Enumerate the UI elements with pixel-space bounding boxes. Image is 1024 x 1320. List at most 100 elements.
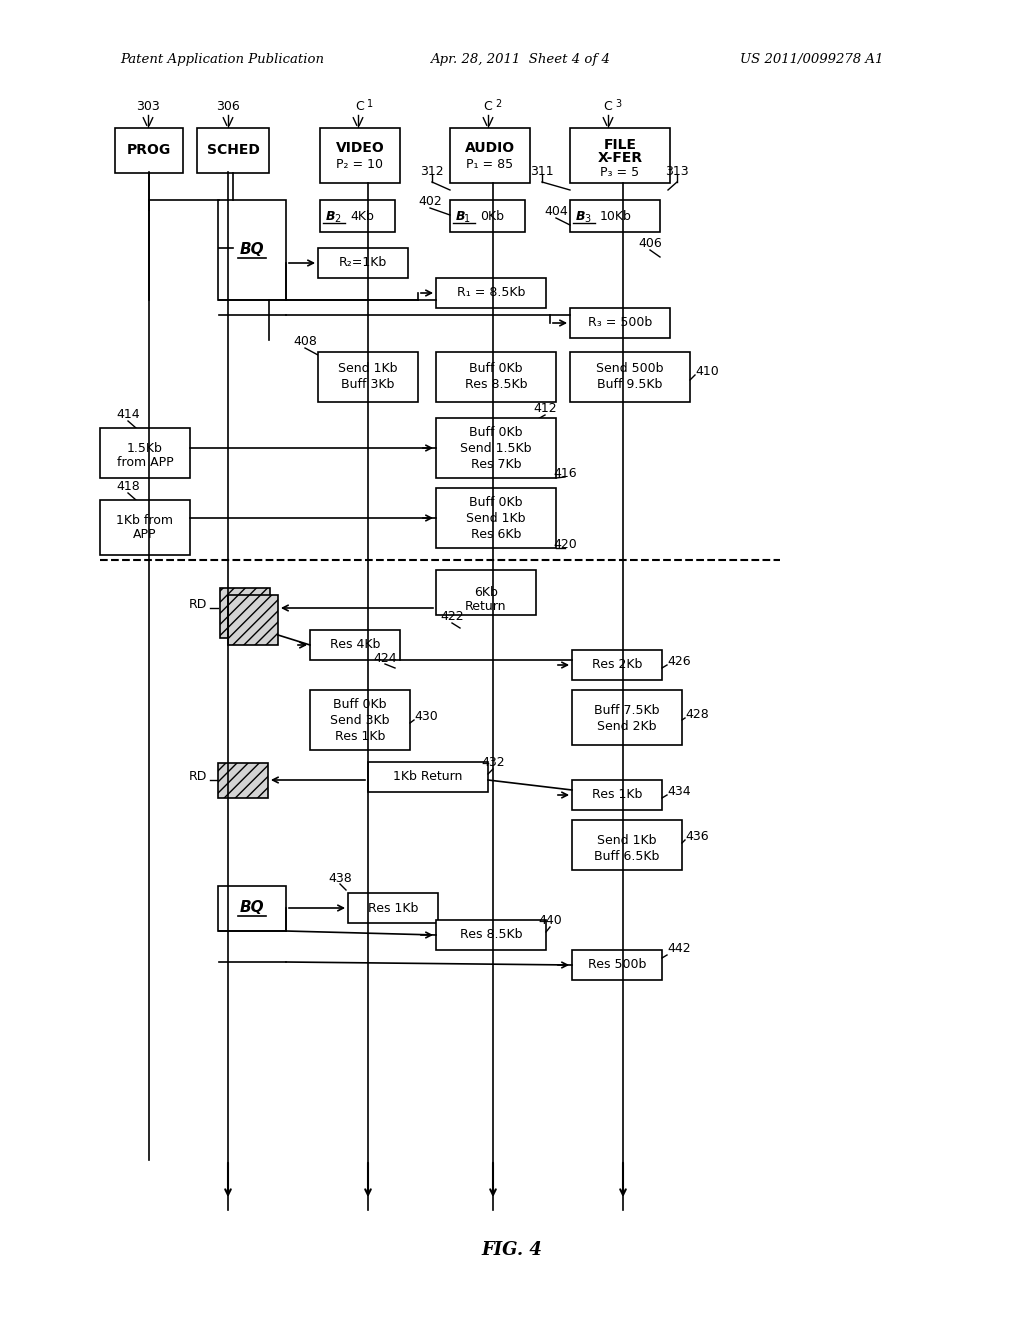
- Text: Res 1Kb: Res 1Kb: [592, 788, 642, 801]
- Text: FIG. 4: FIG. 4: [481, 1241, 543, 1259]
- Text: Res 8.5Kb: Res 8.5Kb: [460, 928, 522, 941]
- Text: 313: 313: [666, 165, 689, 178]
- Text: P₃ = 5: P₃ = 5: [600, 165, 640, 178]
- Text: Buff 0Kb: Buff 0Kb: [469, 495, 522, 508]
- Text: 1: 1: [464, 214, 470, 224]
- Text: 432: 432: [481, 756, 505, 770]
- Text: 434: 434: [667, 785, 690, 799]
- Text: Res 6Kb: Res 6Kb: [471, 528, 521, 540]
- Bar: [572, 690, 682, 744]
- Text: RD: RD: [188, 598, 207, 611]
- Text: C: C: [483, 100, 493, 114]
- Text: 414: 414: [116, 408, 140, 421]
- Text: 303: 303: [136, 100, 160, 114]
- Text: AUDIO: AUDIO: [465, 141, 515, 154]
- Text: R₂=1Kb: R₂=1Kb: [339, 256, 387, 269]
- Text: 3: 3: [584, 214, 590, 224]
- Text: Send 2Kb: Send 2Kb: [597, 719, 656, 733]
- Bar: [197, 128, 269, 173]
- Text: Send 1Kb: Send 1Kb: [466, 511, 525, 524]
- Bar: [348, 894, 438, 923]
- Text: Buff 0Kb: Buff 0Kb: [469, 425, 522, 438]
- Text: Buff 7.5Kb: Buff 7.5Kb: [594, 704, 659, 717]
- Text: APP: APP: [133, 528, 157, 541]
- Text: Return: Return: [465, 601, 507, 614]
- Text: 306: 306: [216, 100, 240, 114]
- Bar: [436, 279, 546, 308]
- Text: 428: 428: [685, 708, 709, 721]
- Text: 420: 420: [553, 539, 577, 550]
- Text: Buff 3Kb: Buff 3Kb: [341, 379, 394, 392]
- Text: 2: 2: [495, 99, 501, 110]
- Text: Buff 6.5Kb: Buff 6.5Kb: [594, 850, 659, 862]
- Text: VIDEO: VIDEO: [336, 141, 384, 154]
- Text: 10Kb: 10Kb: [600, 210, 632, 223]
- Text: Send 500b: Send 500b: [596, 362, 664, 375]
- Text: 6Kb: 6Kb: [474, 586, 498, 599]
- Text: R₁ = 8.5Kb: R₁ = 8.5Kb: [457, 286, 525, 300]
- Text: BQ: BQ: [240, 900, 264, 916]
- Bar: [318, 248, 408, 279]
- Bar: [572, 780, 662, 810]
- Text: 1Kb Return: 1Kb Return: [393, 771, 463, 784]
- Text: 402: 402: [418, 195, 442, 209]
- Text: 440: 440: [539, 913, 562, 927]
- Bar: [310, 630, 400, 660]
- Text: P₂ = 10: P₂ = 10: [337, 157, 384, 170]
- Text: Patent Application Publication: Patent Application Publication: [120, 54, 324, 66]
- Bar: [220, 587, 270, 638]
- Text: 2: 2: [334, 214, 340, 224]
- Bar: [318, 352, 418, 403]
- Text: Res 7Kb: Res 7Kb: [471, 458, 521, 470]
- Bar: [100, 500, 190, 554]
- Text: Buff 9.5Kb: Buff 9.5Kb: [597, 379, 663, 392]
- Text: Send 3Kb: Send 3Kb: [331, 714, 390, 726]
- Text: SCHED: SCHED: [207, 143, 259, 157]
- Bar: [100, 428, 190, 478]
- Text: PROG: PROG: [127, 143, 171, 157]
- Bar: [319, 128, 400, 183]
- Bar: [570, 308, 670, 338]
- Text: R₃ = 500b: R₃ = 500b: [588, 317, 652, 330]
- Text: 408: 408: [293, 335, 317, 348]
- Text: 426: 426: [667, 655, 690, 668]
- Text: Apr. 28, 2011  Sheet 4 of 4: Apr. 28, 2011 Sheet 4 of 4: [430, 54, 610, 66]
- Text: 410: 410: [695, 366, 719, 378]
- Text: 418: 418: [116, 480, 140, 492]
- Text: 1Kb from: 1Kb from: [117, 513, 173, 527]
- Bar: [319, 201, 395, 232]
- Bar: [218, 886, 286, 931]
- Text: B: B: [326, 210, 335, 223]
- Bar: [436, 418, 556, 478]
- Text: 430: 430: [414, 710, 437, 723]
- Text: Res 1Kb: Res 1Kb: [335, 730, 385, 743]
- Text: 442: 442: [667, 942, 690, 954]
- Bar: [436, 920, 546, 950]
- Text: BQ: BQ: [240, 243, 264, 257]
- Bar: [436, 488, 556, 548]
- Text: 438: 438: [328, 873, 352, 884]
- Text: X-FER: X-FER: [597, 150, 643, 165]
- Text: Res 500b: Res 500b: [588, 958, 646, 972]
- Text: Buff 0Kb: Buff 0Kb: [333, 698, 387, 711]
- Bar: [450, 201, 525, 232]
- Bar: [368, 762, 488, 792]
- Text: Send 1Kb: Send 1Kb: [597, 833, 656, 846]
- Text: US 2011/0099278 A1: US 2011/0099278 A1: [740, 54, 884, 66]
- Text: 0Kb: 0Kb: [480, 210, 504, 223]
- Text: 406: 406: [638, 238, 662, 249]
- Text: Send 1.5Kb: Send 1.5Kb: [460, 441, 531, 454]
- Text: Res 8.5Kb: Res 8.5Kb: [465, 379, 527, 392]
- Bar: [310, 690, 410, 750]
- Bar: [570, 352, 690, 403]
- Text: 4Kb: 4Kb: [350, 210, 374, 223]
- Text: C: C: [355, 100, 365, 114]
- Bar: [572, 950, 662, 979]
- Bar: [218, 763, 268, 799]
- Text: Buff 0Kb: Buff 0Kb: [469, 362, 522, 375]
- Text: Res 4Kb: Res 4Kb: [330, 639, 380, 652]
- Bar: [450, 128, 530, 183]
- Bar: [570, 128, 670, 183]
- Text: Res 2Kb: Res 2Kb: [592, 659, 642, 672]
- Bar: [228, 595, 278, 645]
